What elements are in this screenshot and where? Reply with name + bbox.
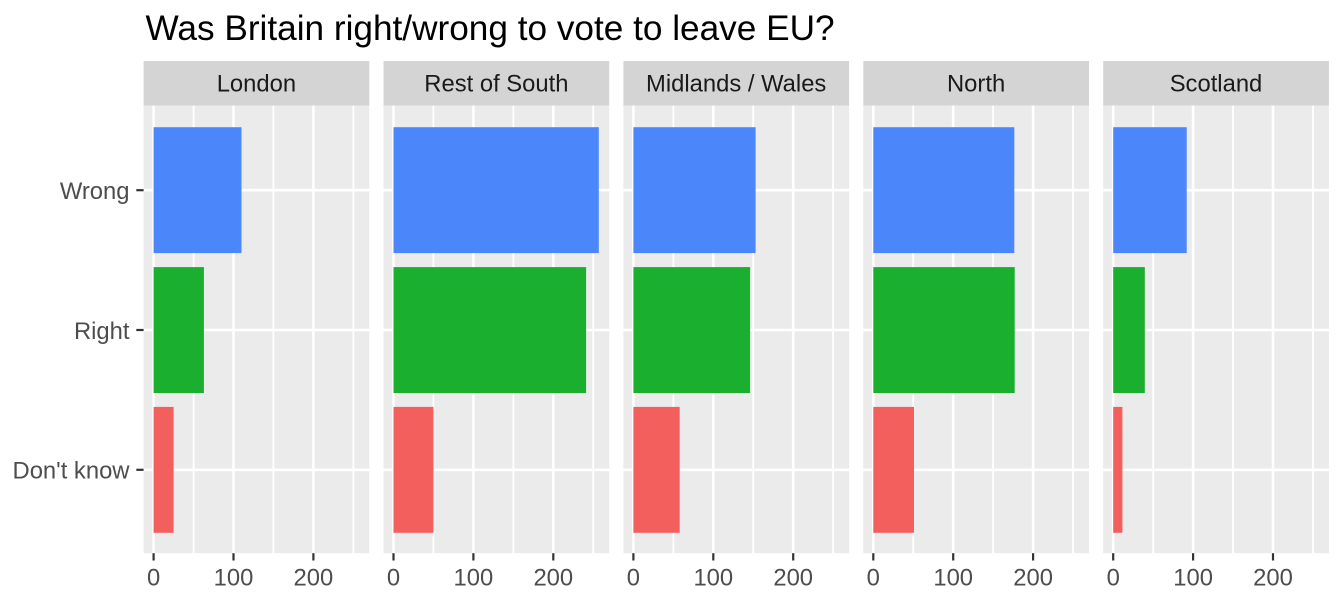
- svg-text:200: 200: [294, 565, 334, 592]
- svg-text:Right: Right: [74, 318, 130, 345]
- svg-text:Midlands / Wales: Midlands / Wales: [646, 71, 826, 98]
- svg-text:200: 200: [773, 565, 813, 592]
- svg-text:Rest of South: Rest of South: [424, 71, 568, 98]
- svg-text:0: 0: [627, 565, 640, 592]
- svg-text:200: 200: [1253, 565, 1293, 592]
- svg-text:200: 200: [1013, 565, 1053, 592]
- svg-text:100: 100: [454, 565, 494, 592]
- svg-text:100: 100: [1173, 565, 1213, 592]
- svg-text:100: 100: [693, 565, 733, 592]
- svg-text:North: North: [947, 71, 1005, 98]
- svg-text:0: 0: [1107, 565, 1120, 592]
- svg-text:London: London: [217, 71, 296, 98]
- svg-text:100: 100: [214, 565, 254, 592]
- svg-text:200: 200: [533, 565, 573, 592]
- svg-text:Don't know: Don't know: [13, 458, 131, 485]
- svg-text:Was Britain right/wrong to vot: Was Britain right/wrong to vote to leave…: [146, 9, 835, 48]
- svg-text:Scotland: Scotland: [1170, 71, 1263, 98]
- svg-text:0: 0: [147, 565, 160, 592]
- svg-text:0: 0: [387, 565, 400, 592]
- svg-text:0: 0: [867, 565, 880, 592]
- svg-text:100: 100: [933, 565, 973, 592]
- svg-text:Wrong: Wrong: [60, 178, 130, 205]
